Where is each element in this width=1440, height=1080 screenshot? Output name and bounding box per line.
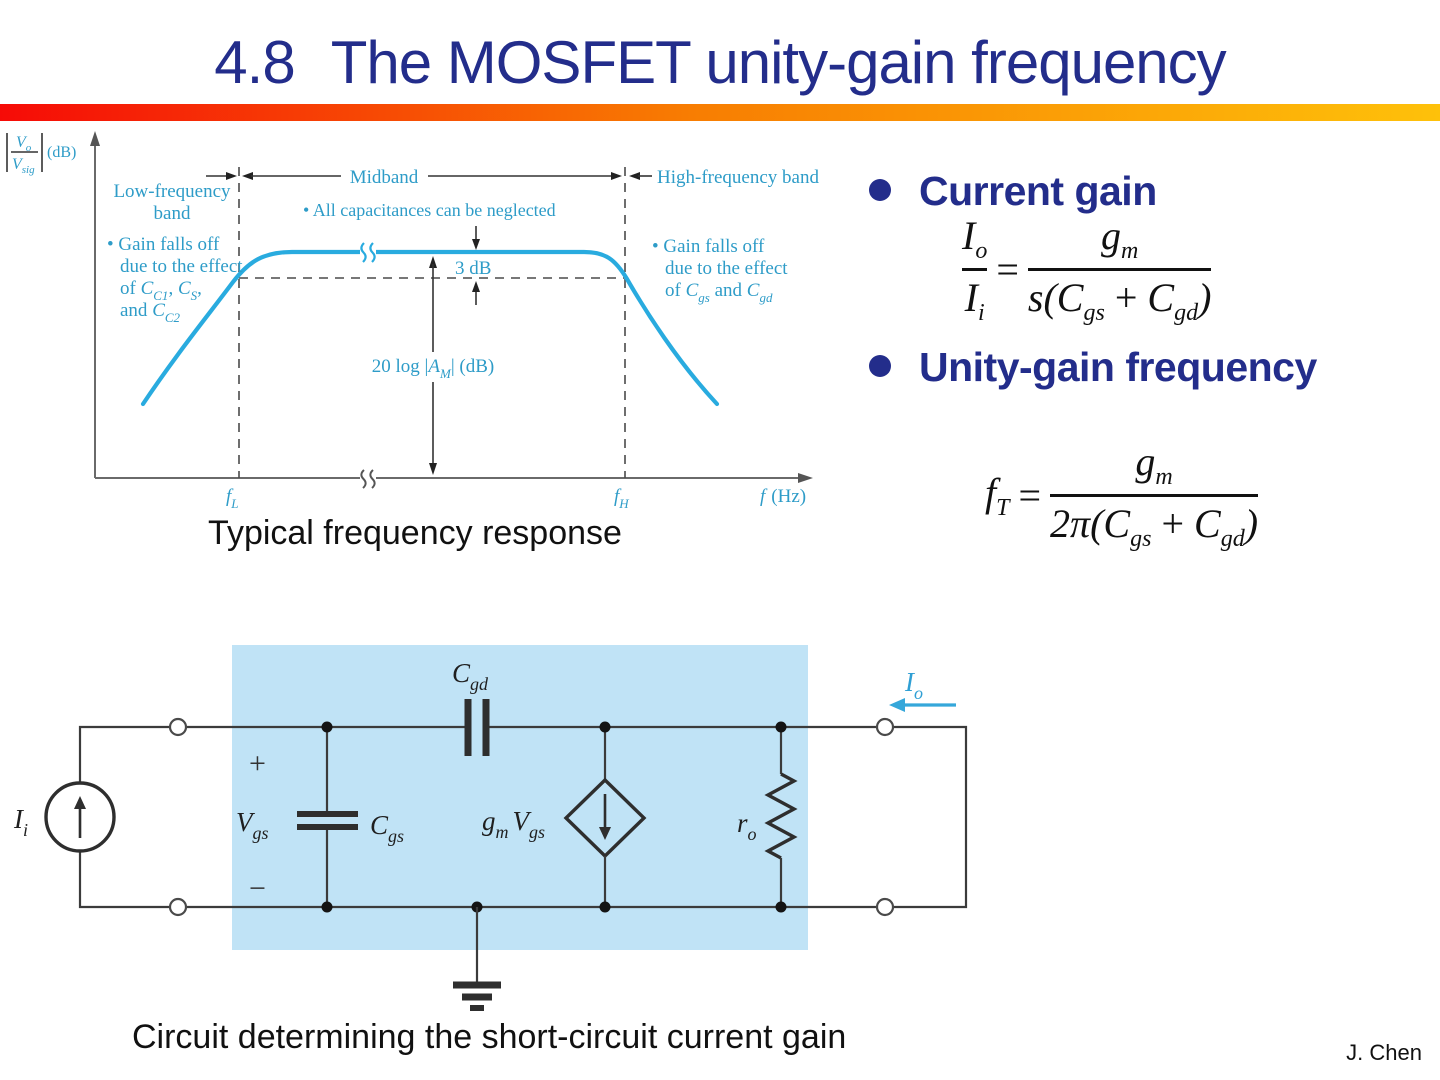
plus-sign: + xyxy=(249,747,266,780)
title-number: 4.8 xyxy=(214,29,295,96)
3db-arrows xyxy=(472,226,480,305)
vgs-label: Vgs xyxy=(236,807,269,843)
unity-gain-formula: fT = gm 2π(Cgs + Cgd) xyxy=(985,438,1259,553)
title-text: The MOSFET unity-gain frequency xyxy=(330,29,1227,96)
cgs-label: Cgs xyxy=(370,810,404,846)
accent-gradient-bar xyxy=(0,104,1440,121)
circuit-highlight-region xyxy=(232,645,808,950)
low-band-label-2: band xyxy=(154,203,191,224)
midband-label: Midband xyxy=(350,167,419,188)
gain-curve xyxy=(140,249,720,407)
high-note-line2: due to the effect xyxy=(665,258,788,279)
y-label-unit: (dB) xyxy=(47,144,76,161)
fl-label: fL xyxy=(226,486,239,511)
low-note-line4: and CC2 xyxy=(120,300,181,325)
ro-label: ro xyxy=(737,808,757,844)
frequency-response-figure: Vo Vsig (dB) xyxy=(6,131,819,511)
low-note-line1: • Gain falls off xyxy=(107,234,220,255)
midband-gain-arrow xyxy=(429,256,437,475)
midband-note: • All capacitances can be neglected xyxy=(303,200,556,220)
y-label-numerator: Vo xyxy=(16,134,32,154)
terminal-circles xyxy=(168,717,895,917)
current-gain-formula: Io Ii = gm s(Cgs + Cgd) xyxy=(962,212,1212,327)
midband-gain-label: 20 log |AM| (dB) xyxy=(372,356,494,381)
wire-top-left xyxy=(78,725,466,783)
bullet-current-gain: Current gain xyxy=(869,168,1157,215)
author-credit: J. Chen xyxy=(1346,1040,1422,1065)
ii-label: Ii xyxy=(13,804,28,840)
circuit-caption: Circuit determining the short-circuit cu… xyxy=(132,1018,847,1056)
f-axis-label: f (Hz) xyxy=(760,486,806,507)
low-band-label-1: Low-frequency xyxy=(113,181,231,202)
current-source xyxy=(44,781,116,853)
gmvgs-label: gm Vgs xyxy=(482,806,545,842)
bullet-current-gain-label: Current gain xyxy=(919,168,1157,214)
circuit-figure: Ii Cgd Cgs Vgs + − gm Vgs xyxy=(13,645,968,1011)
cgd-label: Cgd xyxy=(452,658,489,694)
bullet-icon xyxy=(869,355,891,377)
axis-break-icon xyxy=(360,469,376,489)
high-note-line1: • Gain falls off xyxy=(652,236,765,257)
high-note-line3: of Cgs and Cgd xyxy=(665,280,773,305)
wire-loop xyxy=(78,725,968,909)
y-axis-label: Vo Vsig (dB) xyxy=(6,133,76,176)
plot-caption: Typical frequency response xyxy=(208,514,622,552)
band-span-arrows xyxy=(206,172,652,180)
high-band-label: High-frequency band xyxy=(657,167,819,188)
bullet-unity-gain: Unity-gain frequency xyxy=(869,344,1317,391)
fh-label: fH xyxy=(614,486,629,511)
unity-gain-rhs: gm 2π(Cgs + Cgd) xyxy=(1050,439,1259,552)
3db-label: 3 dB xyxy=(455,258,491,279)
io-label: Io xyxy=(904,667,923,703)
cgs-capacitor xyxy=(297,727,358,907)
io-arrow xyxy=(889,698,956,712)
node-dots xyxy=(321,721,787,913)
bullet-unity-gain-label: Unity-gain frequency xyxy=(919,344,1317,390)
bullet-icon xyxy=(869,179,891,201)
low-note-line3: of CC1, CS, xyxy=(120,278,202,303)
current-gain-lhs: Io Ii xyxy=(962,213,988,326)
curve-break-icon xyxy=(360,240,376,264)
ft-symbol: fT xyxy=(985,470,1010,521)
cgd-capacitor xyxy=(464,699,490,756)
x-axis-arrowhead xyxy=(798,473,813,483)
equals-sign: = xyxy=(1018,473,1042,518)
y-axis-arrowhead xyxy=(90,131,100,146)
minus-sign: − xyxy=(249,872,266,905)
dependent-current-source xyxy=(563,727,647,907)
equals-sign: = xyxy=(996,247,1019,292)
current-gain-rhs: gm s(Cgs + Cgd) xyxy=(1027,213,1212,326)
low-note-line2: due to the effect xyxy=(120,256,243,277)
page-title: 4.8 The MOSFET unity-gain frequency xyxy=(0,28,1440,97)
ro-resistor xyxy=(764,727,798,907)
ground-icon xyxy=(453,907,501,1011)
y-label-denominator: Vsig xyxy=(12,156,35,176)
